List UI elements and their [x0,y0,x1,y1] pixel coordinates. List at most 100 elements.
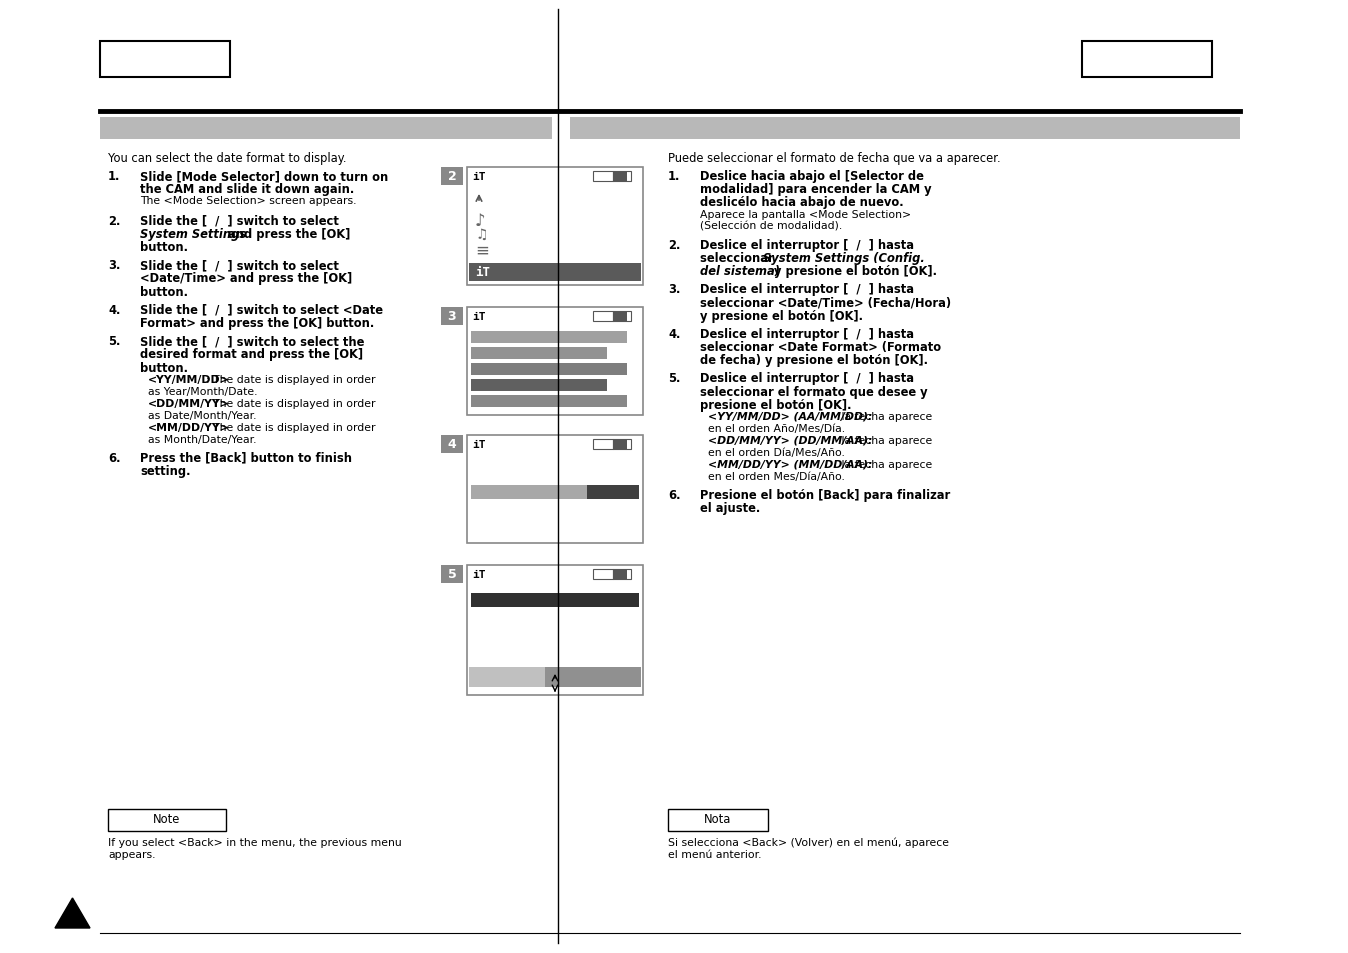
Text: as Month/Date/Year.: as Month/Date/Year. [148,435,256,444]
Text: button.: button. [140,241,187,253]
Text: setting.: setting. [140,464,190,477]
Text: desired format and press the [OK]: desired format and press the [OK] [140,348,363,361]
Text: System Settings (Config.: System Settings (Config. [763,252,925,265]
Bar [593,172,613,182]
Bar [613,569,631,579]
Text: en el orden Mes/Día/Año.: en el orden Mes/Día/Año. [708,472,845,481]
Text: 3.: 3. [669,283,681,295]
Bar [470,395,627,408]
Text: 6.: 6. [108,452,120,464]
Text: la fecha aparece: la fecha aparece [838,459,933,470]
Bar [470,364,627,375]
Bar [593,569,613,579]
Text: de fecha) y presione el botón [OK].: de fecha) y presione el botón [OK]. [700,354,927,367]
Bar [441,308,462,326]
Bar [1082,42,1212,78]
Text: Deslice el interruptor [  /  ] hasta: Deslice el interruptor [ / ] hasta [700,238,914,252]
Text: <Date/Time> and press the [OK]: <Date/Time> and press the [OK] [140,273,352,285]
Bar [466,565,643,696]
Text: Slide [Mode Selector] down to turn on: Slide [Mode Selector] down to turn on [140,170,388,183]
Text: Deslice el interruptor [  /  ] hasta: Deslice el interruptor [ / ] hasta [700,283,914,295]
Text: del sistema): del sistema) [700,265,780,277]
Text: Deslice hacia abajo el [Selector de: Deslice hacia abajo el [Selector de [700,170,923,183]
Text: <MM/DD/YY> (MM/DD/AA):: <MM/DD/YY> (MM/DD/AA): [708,459,872,470]
Bar [613,569,627,579]
Text: 1.: 1. [108,170,120,183]
Text: : The date is displayed in order: : The date is displayed in order [206,398,376,409]
Text: y presione el botón [OK].: y presione el botón [OK]. [700,310,863,322]
Bar [613,312,631,322]
Bar [586,485,639,499]
Bar [613,312,627,322]
Text: Deslice el interruptor [  /  ] hasta: Deslice el interruptor [ / ] hasta [700,372,914,385]
Bar [593,439,613,450]
Bar [466,168,643,286]
Text: 5: 5 [448,568,457,581]
Bar [613,439,631,450]
Text: iT: iT [472,312,485,322]
Bar [469,667,545,687]
Text: deslicélo hacia abajo de nuevo.: deslicélo hacia abajo de nuevo. [700,196,903,209]
Bar [100,118,551,140]
Text: Deslice el interruptor [  /  ] hasta: Deslice el interruptor [ / ] hasta [700,328,914,340]
Text: : The date is displayed in order: : The date is displayed in order [206,375,376,384]
Text: 4: 4 [448,438,457,451]
Text: as Year/Month/Date.: as Year/Month/Date. [148,386,257,396]
Text: Aparece la pantalla <Mode Selection>: Aparece la pantalla <Mode Selection> [700,210,911,219]
Text: Si selecciona <Back> (Volver) en el menú, aparece: Si selecciona <Back> (Volver) en el menú… [669,837,949,847]
Bar [593,312,613,322]
Text: and press the [OK]: and press the [OK] [224,228,350,240]
Bar [470,485,586,499]
Text: seleccionar: seleccionar [700,252,778,265]
Text: ≡: ≡ [474,242,489,260]
Text: seleccionar el formato que desee y: seleccionar el formato que desee y [700,385,927,398]
Text: 1.: 1. [669,170,681,183]
Text: <DD/MM/YY> (DD/MM/AA):: <DD/MM/YY> (DD/MM/AA): [708,436,872,446]
Text: You can select the date format to display.: You can select the date format to displa… [108,152,346,165]
Text: 2: 2 [448,171,457,183]
Text: If you select <Back> in the menu, the previous menu: If you select <Back> in the menu, the pr… [108,837,402,847]
Bar [470,348,607,359]
Text: Slide the [  /  ] switch to select: Slide the [ / ] switch to select [140,259,338,272]
Text: modalidad] para encender la CAM y: modalidad] para encender la CAM y [700,183,931,196]
Bar [441,168,462,186]
Text: en el orden Año/Mes/Día.: en el orden Año/Mes/Día. [708,423,845,434]
Text: 2.: 2. [669,238,681,252]
Text: Puede seleccionar el formato de fecha que va a aparecer.: Puede seleccionar el formato de fecha qu… [669,152,1000,165]
Bar [466,436,643,543]
Text: 4.: 4. [108,303,120,316]
Text: el menú anterior.: el menú anterior. [669,849,762,859]
Bar [441,565,462,583]
Text: The <Mode Selection> screen appears.: The <Mode Selection> screen appears. [140,196,356,206]
Text: <MM/DD/YY>: <MM/DD/YY> [148,422,229,433]
Bar [669,809,768,831]
Bar [613,172,627,182]
Text: button.: button. [140,285,187,298]
Text: iT: iT [472,569,485,579]
Bar [470,379,607,392]
Text: seleccionar <Date Format> (Formato: seleccionar <Date Format> (Formato [700,340,941,354]
Bar [570,118,1240,140]
Text: y presione el botón [OK].: y presione el botón [OK]. [770,265,937,277]
Bar [470,332,627,344]
Text: la fecha aparece: la fecha aparece [838,412,933,421]
Polygon shape [55,898,90,928]
Text: Format> and press the [OK] button.: Format> and press the [OK] button. [140,316,375,330]
Bar [441,436,462,454]
Text: 5.: 5. [669,372,681,385]
Text: Note: Note [154,812,181,825]
Text: 3.: 3. [108,259,120,272]
Bar [613,439,627,450]
Text: en el orden Día/Mes/Año.: en el orden Día/Mes/Año. [708,448,845,457]
Bar [470,594,639,607]
Text: <YY/MM/DD> (AA/MM/DD):: <YY/MM/DD> (AA/MM/DD): [708,412,872,421]
Text: ♫: ♫ [474,228,488,242]
Text: appears.: appears. [108,849,155,859]
Text: el ajuste.: el ajuste. [700,501,760,515]
Text: System Settings: System Settings [140,228,247,240]
Text: <YY/MM/DD>: <YY/MM/DD> [148,375,229,384]
Text: 6.: 6. [669,489,681,501]
Text: 2.: 2. [108,214,120,228]
Bar [469,667,642,687]
Text: 3: 3 [448,310,457,323]
